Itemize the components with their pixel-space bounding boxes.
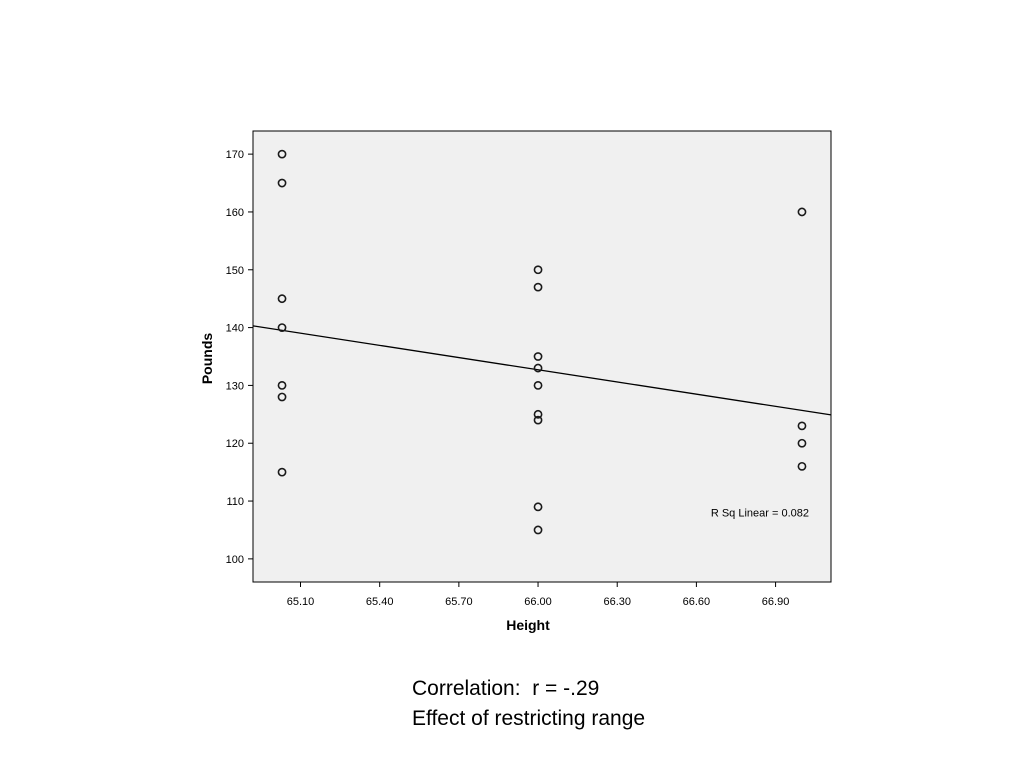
- data-point: [533, 502, 543, 512]
- data-point: [533, 352, 543, 361]
- data-point: [277, 149, 287, 159]
- data-point: [277, 381, 287, 390]
- x-tick-label: 65.40: [366, 596, 394, 608]
- data-point: [797, 207, 807, 217]
- y-tick-label: 170: [226, 149, 244, 161]
- data-point: [277, 323, 287, 332]
- data-points: [277, 149, 807, 535]
- data-point: [533, 363, 543, 373]
- data-point: [533, 282, 543, 292]
- y-tick-label: 160: [226, 207, 244, 219]
- data-point: [277, 467, 287, 477]
- data-point: [533, 265, 543, 275]
- data-point: [277, 294, 287, 304]
- y-tick-label: 120: [226, 438, 244, 450]
- data-point: [797, 461, 807, 471]
- x-axis-title: Height: [506, 617, 550, 633]
- data-point: [533, 525, 543, 535]
- correlation-text: Correlation: r = -.29: [412, 677, 600, 700]
- data-point: [277, 178, 287, 188]
- scatter-chart: 100 110 120 130 140 150 160 170 65.10 65.40 65.70…: [199, 130, 832, 633]
- x-tick-label: 66.30: [603, 596, 631, 608]
- x-tick-label: 65.10: [287, 596, 315, 608]
- x-tick-label: 65.70: [445, 596, 473, 608]
- range-restriction-text: Effect of restricting range: [412, 707, 646, 730]
- y-tick-label: 130: [226, 380, 244, 392]
- data-point: [797, 421, 807, 431]
- x-axis: 65.10 65.40 65.70 66.00 66.30 66.60 66.90: [287, 582, 790, 608]
- y-tick-label: 140: [226, 323, 244, 335]
- data-point: [533, 381, 543, 390]
- y-tick-label: 100: [226, 554, 244, 566]
- x-tick-label: 66.60: [683, 596, 711, 608]
- data-point: [277, 392, 287, 402]
- y-axis-title: Pounds: [199, 333, 215, 385]
- caption: Correlation: r = -.29 Effect of restrict…: [412, 674, 892, 734]
- y-tick-label: 110: [226, 496, 244, 508]
- data-point: [797, 438, 807, 448]
- y-tick-label: 150: [226, 265, 244, 277]
- x-tick-label: 66.00: [524, 596, 552, 608]
- y-axis: 100 110 120 130 140 150 160 170: [226, 149, 253, 566]
- fit-line: [252, 325, 832, 416]
- data-point: [533, 409, 543, 419]
- x-tick-label: 66.90: [762, 596, 790, 608]
- data-point: [533, 415, 543, 425]
- r-squared-annotation: R Sq Linear = 0.082: [711, 508, 809, 520]
